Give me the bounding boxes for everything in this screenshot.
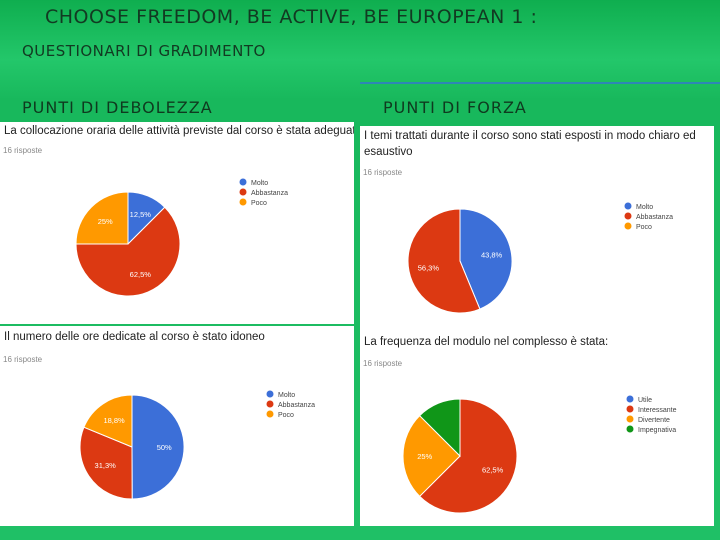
legend-label-4-2: Interessante <box>638 407 677 414</box>
slice-label-2-2: 56,3% <box>418 263 440 272</box>
chart-title-4: La frequenza del modulo nel complesso è … <box>364 336 609 348</box>
legend-swatch-4-3 <box>626 415 634 423</box>
legend-label-3-1: Molto <box>278 392 295 399</box>
legend-swatch-3-1 <box>266 390 274 398</box>
legend-label-2-2: Abbastanza <box>636 214 673 221</box>
legend-label-4-1: Utile <box>638 397 652 404</box>
pie-slice-2-2 <box>407 208 481 314</box>
chart-title-1: La collocazione oraria delle attività pr… <box>4 125 354 137</box>
slice-label-4-2: 62,5% <box>482 466 504 475</box>
pie-slice-3-3 <box>83 394 133 448</box>
legend-swatch-2-3 <box>624 222 632 230</box>
chart-responses-4: 16 risposte <box>363 359 403 368</box>
pie-chart-4: 62,5% 25% Utile Interessante Divertente Impeg… <box>402 395 677 514</box>
slice-label-3-1: 50% <box>157 443 172 452</box>
chart-responses-2: 16 risposte <box>363 168 403 177</box>
chart-responses-3: 16 risposte <box>3 355 43 364</box>
legend-swatch-4-4 <box>626 425 634 433</box>
pie-slice-1-2 <box>75 206 181 297</box>
legend-swatch-1-2 <box>239 188 247 196</box>
legend-swatch-2-1 <box>624 202 632 210</box>
legend-label-3-2: Abbastanza <box>278 402 315 409</box>
slide-subtitle: QUESTIONARI DI GRADIMENTO <box>22 42 266 60</box>
legend-swatch-4-2 <box>626 405 634 413</box>
legend-label-1-2: Abbastanza <box>251 190 288 197</box>
chart-responses-1: 16 risposte <box>3 146 43 155</box>
chart-title-3: Il numero delle ore dedicate al corso è … <box>4 331 265 343</box>
legend-label-3-3: Poco <box>278 412 294 419</box>
legend-swatch-2-2 <box>624 212 632 220</box>
pie-slice-4-2 <box>418 398 518 514</box>
header-divider <box>360 82 720 84</box>
legend-label-1-3: Poco <box>251 200 267 207</box>
pie-slice-3-2 <box>79 426 133 500</box>
slice-label-1-2: 62,5% <box>130 270 152 279</box>
chart-panel-1: La collocazione oraria delle attività pr… <box>0 122 354 324</box>
chart-title-2: I temi trattati durante il corso sono st… <box>364 130 696 158</box>
slice-label-3-2: 31,3% <box>95 461 117 470</box>
slice-label-4-3: 25% <box>417 452 432 461</box>
pie-chart-1: 12,5% 62,5% 25% Molto Abbastanza Poco <box>75 178 288 297</box>
slice-label-1-1: 12,5% <box>130 210 152 219</box>
legend-label-4-3: Divertente <box>638 417 670 424</box>
legend-swatch-3-3 <box>266 410 274 418</box>
legend-swatch-4-1 <box>626 395 634 403</box>
legend-swatch-3-2 <box>266 400 274 408</box>
pie-slice-3-1 <box>131 394 185 500</box>
legend-swatch-1-1 <box>239 178 247 186</box>
weakness-heading: PUNTI DI DEBOLEZZA <box>22 98 213 117</box>
slice-label-3-3: 18,8% <box>103 416 125 425</box>
pie-slice-4-3 <box>402 414 461 498</box>
pie-slice-2-1 <box>459 208 513 310</box>
legend-label-1-1: Molto <box>251 180 268 187</box>
pie-slice-4-4 <box>418 398 461 458</box>
pie-chart-3: 50% 31,3% 18,8% Molto Abbastanza Poco <box>79 390 315 500</box>
legend-label-4-4: Impegnativa <box>638 427 676 434</box>
pie-slice-1-3 <box>75 191 129 245</box>
chart-panel-2: I temi trattati durante il corso sono st… <box>360 126 714 326</box>
chart-panel-3: Il numero delle ore dedicate al corso è … <box>0 326 354 526</box>
slide-title: CHOOSE FREEDOM, BE ACTIVE, BE EUROPEAN 1… <box>45 6 538 28</box>
slice-label-2-1: 43,8% <box>481 251 503 260</box>
pie-chart-2: 43,8% 56,3% Molto Abbastanza Poco <box>407 202 673 314</box>
chart-panel-4: La frequenza del modulo nel complesso è … <box>360 326 714 526</box>
strength-heading: PUNTI DI FORZA <box>383 98 527 117</box>
legend-label-2-1: Molto <box>636 204 653 211</box>
slice-label-1-3: 25% <box>98 217 113 226</box>
legend-swatch-1-3 <box>239 198 247 206</box>
legend-label-2-3: Poco <box>636 224 652 231</box>
